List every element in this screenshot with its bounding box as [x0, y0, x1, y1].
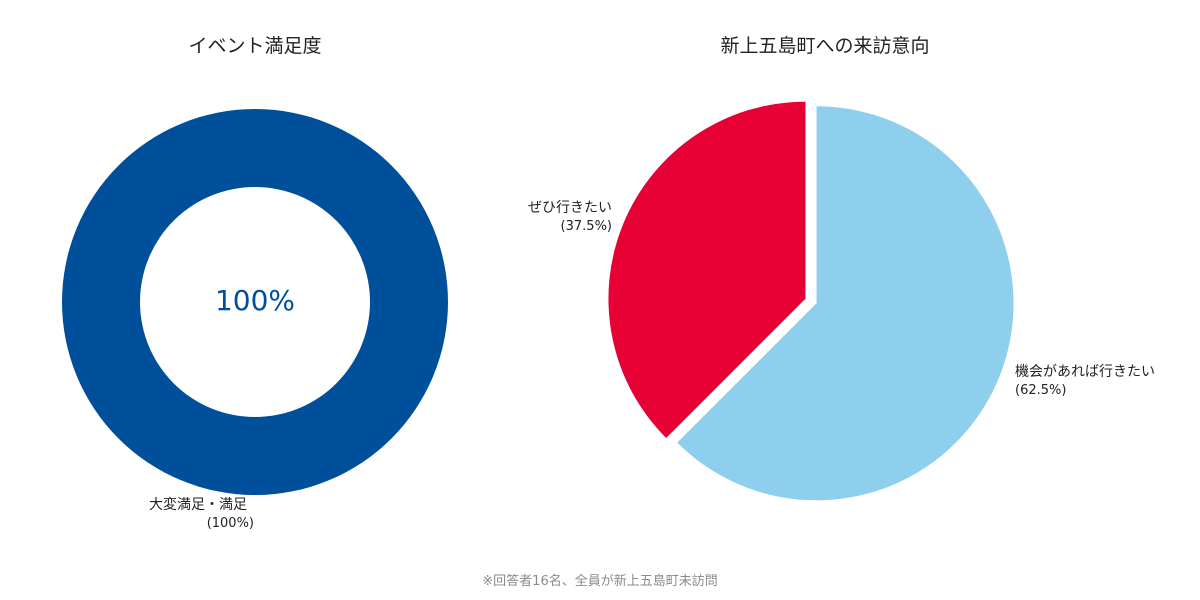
visit-intention-chart: 新上五島町への来訪意向 機会があれば行きたい (62.5%) ぜひ行きたい (3… [528, 35, 1155, 501]
slice-label-would-like-to-visit: 機会があれば行きたい [1015, 364, 1155, 380]
donut-slice-0 [62, 109, 448, 495]
slice-label-very-satisfied: 大変満足・満足 [149, 496, 247, 513]
slice-value-would-like-to-visit: (62.5%) [1015, 383, 1066, 398]
satisfaction-chart-title: イベント満足度 [188, 35, 321, 57]
satisfaction-donut [62, 109, 448, 495]
slice-label-definitely-visit: ぜひ行きたい [528, 200, 612, 216]
pie-slice-0 [677, 106, 1014, 501]
slice-value-very-satisfied: (100%) [207, 516, 254, 531]
footnote: ※回答者16名、全員が新上五島町未訪問 [482, 573, 717, 589]
satisfaction-chart: イベント満足度 100% 大変満足・満足 (100%) [62, 35, 448, 531]
visit-intention-chart-title: 新上五島町への来訪意向 [720, 35, 929, 57]
slice-value-definitely-visit: (37.5%) [561, 219, 612, 234]
pie-slice-1 [608, 101, 806, 439]
donut-center-label: 100% [215, 284, 295, 317]
visit-intention-pie [608, 101, 1014, 501]
